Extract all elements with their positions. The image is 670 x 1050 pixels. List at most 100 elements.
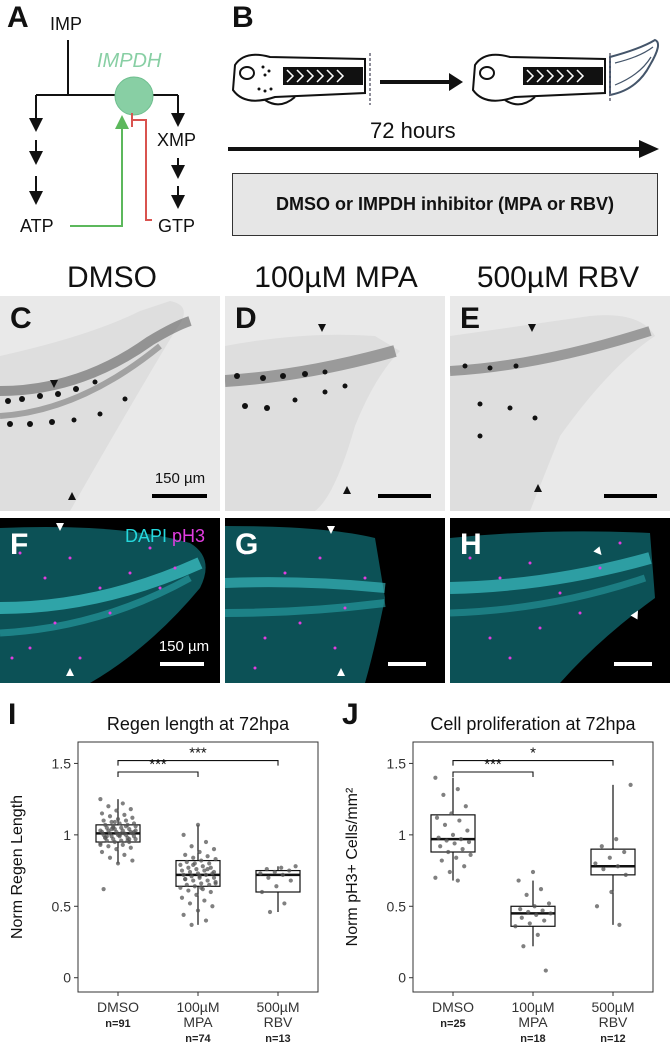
data-point: [546, 901, 552, 906]
data-point: [548, 911, 553, 916]
data-point: [211, 875, 217, 880]
x-tick-label: MPA: [183, 1014, 213, 1030]
data-point: [187, 901, 193, 906]
fluorescence-image-rbv: [450, 518, 670, 683]
data-point: [454, 855, 459, 860]
data-point: [205, 878, 210, 883]
panel-label-c: C: [10, 302, 32, 335]
data-point: [462, 864, 467, 869]
data-point: [189, 874, 194, 879]
larva-after-illustration: [471, 38, 660, 106]
x-tick-label: RBV: [264, 1014, 293, 1030]
data-point: [107, 814, 113, 819]
data-point: [535, 932, 540, 937]
significance-bracket: [452, 760, 614, 766]
significance-label: *: [530, 745, 536, 762]
data-point: [112, 839, 117, 845]
inhibition-line: [132, 119, 152, 221]
data-point: [123, 824, 129, 829]
fluorescence-image-dmso: [0, 518, 220, 683]
data-point: [210, 904, 215, 909]
panel-label-e: E: [460, 302, 481, 335]
data-point: [527, 921, 532, 926]
data-point: [465, 828, 470, 833]
data-point: [538, 887, 544, 892]
scale-bar-e: [604, 494, 657, 498]
data-point: [120, 801, 125, 806]
brightfield-image-mpa: [225, 296, 445, 511]
data-point: [99, 849, 105, 855]
data-point: [540, 908, 545, 913]
data-point: [442, 822, 448, 827]
data-point: [183, 852, 188, 857]
data-point: [259, 889, 265, 895]
y-tick-label: 0: [63, 970, 71, 986]
data-point: [128, 845, 133, 850]
data-point: [195, 822, 201, 827]
condition-title-mpa: 100µM MPA: [254, 261, 418, 294]
data-point: [106, 804, 111, 809]
y-tick-label: 1.5: [387, 755, 407, 771]
data-point: [446, 849, 451, 855]
data-point: [189, 922, 194, 927]
data-point: [438, 844, 443, 849]
data-point: [455, 878, 460, 883]
data-point: [122, 852, 127, 857]
data-point: [112, 819, 117, 825]
data-point: [120, 842, 125, 847]
data-point: [202, 898, 207, 903]
data-point: [463, 804, 468, 809]
panel-label-j: J: [342, 698, 359, 731]
data-point: [191, 862, 196, 867]
x-tick-label: 100µM: [176, 999, 219, 1015]
data-point: [543, 968, 548, 973]
data-point: [101, 887, 106, 892]
condition-title-rbv: 500µM RBV: [476, 261, 640, 294]
y-tick-label: 1: [63, 827, 71, 843]
significance-label: ***: [484, 756, 502, 773]
x-tick-label: 500µM: [591, 999, 634, 1015]
data-point: [433, 775, 438, 780]
legend-dapi: DAPI: [125, 526, 168, 546]
fluorescence-image-mpa: [225, 518, 445, 683]
data-point: [192, 884, 197, 889]
data-point: [530, 869, 536, 875]
data-point: [623, 872, 628, 877]
condition-title-dmso: DMSO: [67, 261, 157, 294]
timeline-progress-arrow: [380, 73, 463, 91]
data-point: [117, 821, 122, 826]
data-point: [181, 912, 186, 917]
data-point: [187, 869, 193, 875]
scale-bar-g: [388, 662, 426, 666]
data-point: [207, 882, 212, 887]
data-point: [114, 847, 119, 852]
data-point: [622, 849, 627, 855]
data-point: [202, 868, 207, 873]
sample-size-label: n=91: [105, 1018, 130, 1030]
data-point: [452, 841, 457, 846]
data-point: [98, 797, 103, 802]
scale-bar-h: [614, 662, 652, 666]
data-point: [133, 824, 138, 829]
data-point: [609, 889, 614, 895]
data-point: [104, 834, 109, 839]
chart-regen-length: Regen length at 72hpa 0 0.5 1 1.5 Norm Regen …: [9, 714, 319, 1045]
data-point: [211, 847, 217, 852]
data-point: [119, 838, 124, 843]
data-point: [99, 811, 105, 816]
data-point: [115, 817, 121, 822]
data-point: [203, 918, 209, 923]
data-point: [107, 855, 113, 860]
data-point: [287, 868, 292, 873]
label-xmp: XMP: [157, 130, 197, 150]
data-point: [194, 892, 199, 897]
box: [590, 848, 636, 876]
chart-title: Cell proliferation at 72hpa: [430, 714, 636, 734]
data-point: [205, 867, 210, 872]
label-imp: IMP: [50, 14, 83, 34]
data-point: [521, 944, 526, 949]
y-tick-label: 0.5: [52, 898, 72, 914]
data-point: [436, 835, 441, 840]
data-point: [199, 881, 204, 886]
data-point: [189, 844, 194, 849]
